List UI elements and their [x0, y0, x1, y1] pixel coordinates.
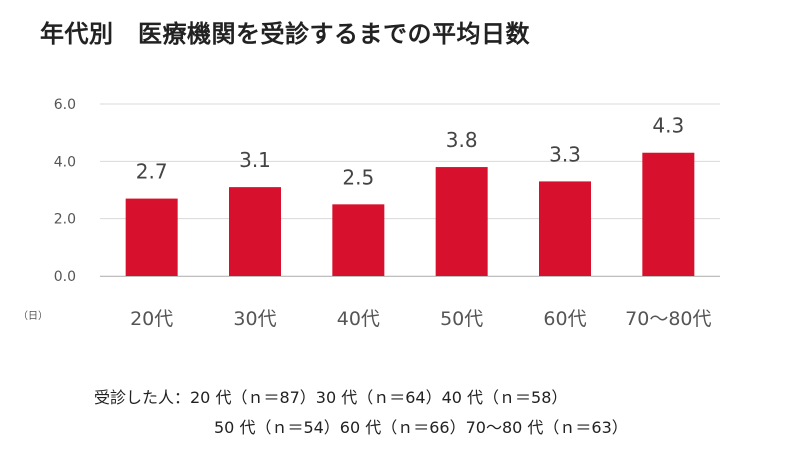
bar-value-label: 2.7: [136, 160, 168, 184]
bar: [435, 167, 488, 276]
bar-value-label: 4.3: [652, 114, 684, 138]
x-tick-label: 70〜80代: [625, 308, 711, 330]
y-tick-label: 4.0: [54, 154, 76, 170]
x-tick-label: 40代: [337, 308, 380, 330]
y-tick-label: 0.0: [54, 269, 76, 285]
x-tick-label: 50代: [440, 308, 483, 330]
y-axis-unit-label: （日）: [18, 311, 48, 322]
sample-size-note-line2: 50 代（ｎ＝54）60 代（ｎ＝66）70〜80 代（ｎ＝63）: [214, 418, 628, 437]
bar: [125, 198, 178, 276]
bar: [332, 204, 385, 276]
sample-size-note-line1: 受診した人：20 代（ｎ＝87）30 代（ｎ＝64）40 代（ｎ＝58）: [94, 388, 568, 407]
bar-value-label: 3.1: [239, 148, 271, 172]
bar: [229, 187, 281, 276]
bar-value-label: 3.8: [446, 128, 478, 152]
bar-value-label: 2.5: [342, 165, 374, 189]
x-tick-label: 20代: [130, 308, 173, 330]
chart-title: 年代別 医療機関を受診するまでの平均日数: [40, 20, 530, 48]
bar-value-label: 3.3: [549, 142, 581, 166]
bar: [539, 181, 591, 276]
y-tick-label: 6.0: [54, 97, 76, 113]
x-tick-label: 60代: [543, 308, 586, 330]
x-tick-label: 30代: [233, 308, 276, 330]
bar: [642, 152, 695, 276]
y-tick-label: 2.0: [54, 212, 76, 228]
